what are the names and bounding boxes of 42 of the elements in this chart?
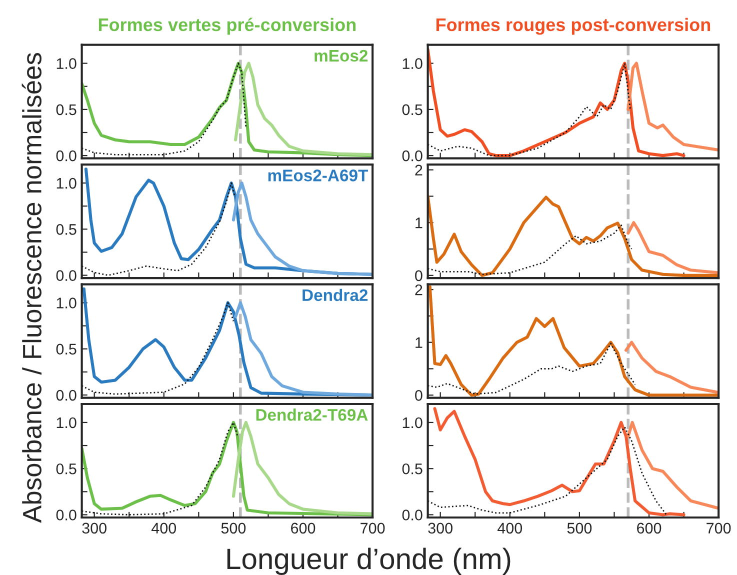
annotation: mEos2 — [314, 50, 368, 62]
x-tick-label: 500 — [567, 522, 592, 534]
y-tick-label: 0.0 — [402, 510, 422, 520]
y-tick-label: 0.0 — [56, 510, 76, 520]
y-tick-label: 0.5 — [56, 344, 76, 355]
annotation: Dendra2-T69A — [256, 408, 368, 421]
y-tick-label: 0.0 — [56, 390, 76, 401]
y-tick-label: 1.0 — [56, 298, 76, 308]
y-tick-label: 2 — [415, 284, 422, 296]
y-tick-label: 2 — [415, 164, 422, 176]
chart-title: Formes rouges post-conversion — [436, 18, 710, 35]
annotation: Dendra2 — [302, 288, 368, 302]
y-tick-label: 0.0 — [56, 270, 76, 281]
y-tick-label: 1.0 — [402, 58, 422, 69]
annotation: mEos2-A69T — [268, 170, 368, 182]
x-tick-label: 400 — [151, 522, 176, 534]
x-tick-label: 400 — [498, 522, 522, 534]
y-tick-label: 0.5 — [56, 463, 76, 474]
y-tick-label: 0.5 — [56, 104, 76, 116]
x-tick-label: 500 — [221, 522, 246, 534]
y-tick-label: 1.0 — [402, 417, 422, 428]
y-tick-label: 0.5 — [402, 463, 422, 474]
x-axis-title: Longueur d’onde (nm) — [227, 548, 510, 575]
y-tick-label: 0.0 — [402, 150, 422, 162]
y-tick-label: 0 — [415, 390, 422, 401]
y-tick-label: 0 — [415, 270, 422, 282]
y-tick-label: 1.0 — [56, 417, 76, 428]
y-axis-title: Absorbance / Fluorescence normalisées — [22, 53, 42, 523]
y-tick-label: 1 — [416, 218, 422, 228]
x-tick-label: 700 — [706, 522, 731, 534]
x-tick-label: 700 — [360, 522, 385, 534]
y-tick-label: 1.0 — [56, 58, 76, 69]
y-tick-label: 0.5 — [402, 104, 422, 116]
x-tick-label: 300 — [82, 522, 106, 534]
x-tick-label: 600 — [637, 522, 662, 534]
chart-title: Formes vertes pré-conversion — [98, 18, 356, 35]
x-tick-label: 300 — [428, 522, 452, 534]
y-tick-label: 0.0 — [56, 150, 76, 162]
x-tick-label: 600 — [291, 522, 316, 534]
y-tick-label: 0.5 — [56, 224, 76, 235]
y-tick-label: 1.0 — [56, 178, 76, 189]
y-tick-label: 1 — [416, 337, 422, 348]
